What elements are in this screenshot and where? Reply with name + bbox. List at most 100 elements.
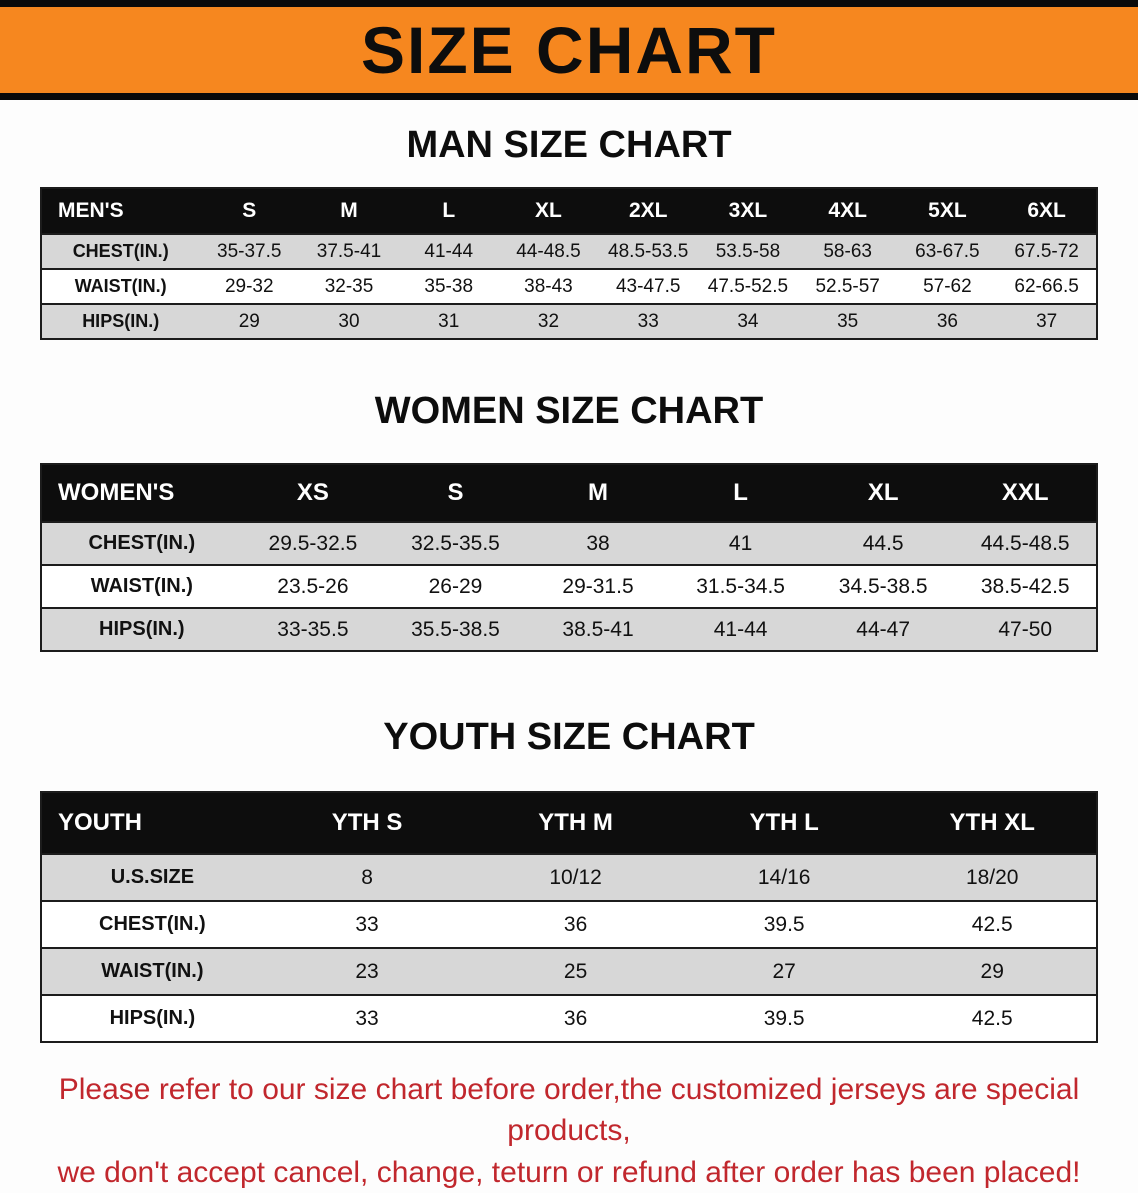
cell: 37 [1036,310,1058,332]
cell: 8 [361,865,373,889]
cell: 53.5-58 [715,240,781,262]
women-col-header: M [588,479,609,506]
women-chest-row: CHEST(IN.) 29.5-32.5 32.5-35.5 38 41 44.… [41,522,1097,565]
men-col-header: 4XL [828,199,867,222]
cell: 43-47.5 [615,275,681,297]
cell: 38 [586,531,610,555]
cell: 18/20 [965,865,1019,889]
cell: 41-44 [713,617,768,641]
cell: 44-48.5 [516,240,581,262]
cell: 26-29 [428,574,483,598]
men-hips-row: HIPS(IN.) 29 30 31 32 33 34 35 36 37 [41,304,1097,339]
cell: 35.5-38.5 [411,617,500,641]
row-label: CHEST(IN.) [72,241,169,261]
cell: 42.5 [971,1006,1013,1030]
cell: 41-44 [424,240,474,262]
youth-table-label: YOUTH [58,809,142,836]
cell: 33 [355,912,379,936]
cell: 32.5-35.5 [411,531,500,555]
men-col-header: 6XL [1027,199,1066,222]
cell: 44.5 [862,531,904,555]
youth-col-header: YTH L [749,809,819,836]
men-header-row: MEN'S S M L XL 2XL 3XL 4XL 5XL 6XL [41,188,1097,234]
cell: 30 [338,310,360,332]
women-col-header: XL [867,479,899,506]
cell: 33 [355,1006,379,1030]
cell: 33-35.5 [277,617,349,641]
youth-header-row: YOUTH YTH S YTH M YTH L YTH XL [41,792,1097,854]
cell: 36 [563,912,588,936]
cell: 34.5-38.5 [838,574,928,598]
men-section-heading: MAN SIZE CHART [406,124,732,166]
cell: 25 [563,959,588,983]
women-col-header: L [733,479,748,506]
row-label: HIPS(IN.) [99,618,185,640]
footer-disclaimer: Please refer to our size chart before or… [0,1069,1138,1193]
men-table-label: MEN'S [58,199,124,222]
cell: 39.5 [763,912,805,936]
cell: 35-38 [424,275,474,297]
cell: 35-37.5 [217,240,282,262]
cell: 47-50 [998,617,1053,641]
cell: 29-32 [224,275,274,297]
cell: 10/12 [549,865,602,889]
cell: 27 [772,959,796,983]
youth-ussize-row: U.S.SIZE 8 10/12 14/16 18/20 [41,854,1097,901]
cell: 62-66.5 [1014,275,1079,297]
cell: 44.5-48.5 [980,531,1070,555]
youth-col-header: YTH XL [949,809,1035,836]
cell: 29-31.5 [562,574,634,598]
women-col-header: XXL [1001,479,1049,506]
women-hips-row: HIPS(IN.) 33-35.5 35.5-38.5 38.5-41 41-4… [41,608,1097,651]
cell: 38.5-42.5 [980,574,1070,598]
men-col-header: 3XL [728,199,768,222]
cell: 47.5-52.5 [707,275,789,297]
cell: 39.5 [763,1006,805,1030]
cell: 58-63 [823,240,872,262]
women-table-label: WOMEN'S [58,479,175,506]
men-col-header: L [442,199,456,222]
cell: 67.5-72 [1014,240,1079,262]
footer-disclaimer-line2: we don't accept cancel, change, teturn o… [57,1155,1081,1189]
youth-waist-row: WAIST(IN.) 23 25 27 29 [41,948,1097,995]
youth-chest-row: CHEST(IN.) 33 36 39.5 42.5 [41,901,1097,948]
cell: 36 [563,1006,588,1030]
cell: 14/16 [757,865,811,889]
cell: 63-67.5 [915,240,980,262]
women-header-row: WOMEN'S XS S M L XL XXL [41,464,1097,522]
youth-size-table: YOUTH YTH S YTH M YTH L YTH XL U.S.SIZE … [40,791,1098,1043]
youth-section-heading: YOUTH SIZE CHART [383,716,755,758]
youth-col-header: YTH S [331,809,403,836]
row-label: HIPS(IN.) [82,311,160,331]
men-col-header: M [340,199,358,222]
row-label: CHEST(IN.) [99,913,206,935]
cell: 38.5-41 [562,617,634,641]
cell: 29 [238,310,260,332]
women-size-table: WOMEN'S XS S M L XL XXL CHEST(IN.) 29.5-… [40,463,1098,652]
women-col-header: S [447,479,464,506]
cell: 48.5-53.5 [608,240,689,262]
men-col-header: 2XL [628,199,668,222]
row-label: WAIST(IN.) [74,276,167,296]
cell: 23.5-26 [277,574,349,598]
footer-disclaimer-line1: Please refer to our size chart before or… [58,1073,1080,1148]
row-label: HIPS(IN.) [109,1007,196,1029]
youth-hips-row: HIPS(IN.) 33 36 39.5 42.5 [41,995,1097,1042]
cell: 52.5-57 [815,275,880,297]
cell: 35 [837,310,859,332]
men-col-header: XL [535,199,562,222]
row-label: U.S.SIZE [110,866,195,888]
men-chest-row: CHEST(IN.) 35-37.5 37.5-41 41-44 44-48.5… [41,234,1097,269]
cell: 32 [537,310,560,332]
women-col-header: XS [296,479,329,506]
cell: 29.5-32.5 [268,531,358,555]
title-banner: SIZE CHART [0,0,1138,100]
cell: 33 [637,310,659,332]
cell: 42.5 [971,912,1013,936]
women-section-heading: WOMEN SIZE CHART [374,390,764,432]
cell: 38-43 [524,275,573,297]
cell: 32-35 [324,275,374,297]
cell: 37.5-41 [316,240,382,262]
row-label: WAIST(IN.) [101,960,204,982]
